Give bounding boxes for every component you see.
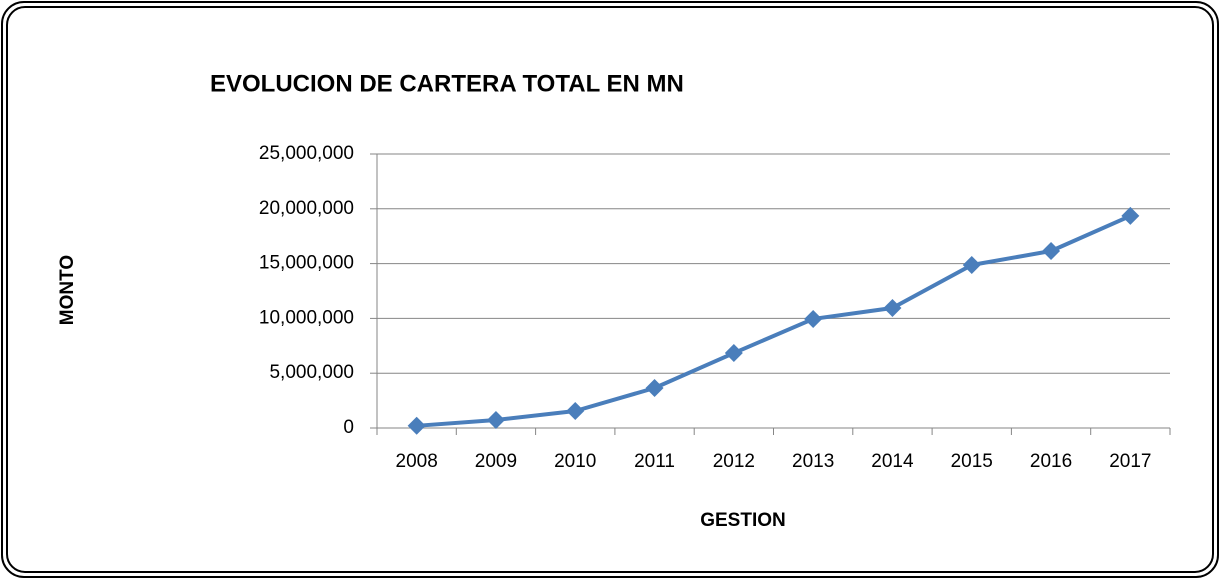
x-tick-label: 2014: [871, 451, 914, 472]
x-tick-label: 2010: [554, 451, 596, 472]
x-axis-label: GESTION: [700, 510, 786, 531]
y-tick-label: 15,000,000: [259, 253, 354, 274]
data-point: [724, 344, 743, 363]
y-tick-label: 5,000,000: [269, 362, 354, 383]
x-tick-label: 2009: [475, 451, 517, 472]
x-tick-label: 2016: [1030, 451, 1072, 472]
data-point: [486, 410, 505, 429]
x-tick-label: 2008: [396, 451, 438, 472]
y-axis-label: MONTO: [57, 255, 78, 325]
data-point: [645, 378, 664, 397]
data-point: [883, 298, 902, 317]
data-point: [804, 309, 823, 328]
y-tick-label: 10,000,000: [259, 307, 354, 328]
y-tick-label: 25,000,000: [259, 143, 354, 164]
x-tick-label: 2017: [1109, 451, 1151, 472]
y-tick-label: 0: [343, 417, 354, 438]
x-tick-label: 2011: [634, 451, 675, 472]
chart-title: EVOLUCION DE CARTERA TOTAL EN MN: [210, 70, 684, 97]
x-tick-label: 2015: [951, 451, 993, 472]
data-point: [1121, 206, 1140, 225]
y-tick-label: 20,000,000: [259, 198, 354, 219]
data-line: [416, 214, 1132, 428]
x-tick-label: 2012: [713, 451, 755, 472]
data-point: [1042, 241, 1061, 260]
data-point: [566, 402, 585, 421]
x-tick-label: 2013: [792, 451, 834, 472]
data-point: [962, 256, 981, 275]
data-point: [407, 416, 426, 435]
inner-frame: [6, 6, 1214, 573]
